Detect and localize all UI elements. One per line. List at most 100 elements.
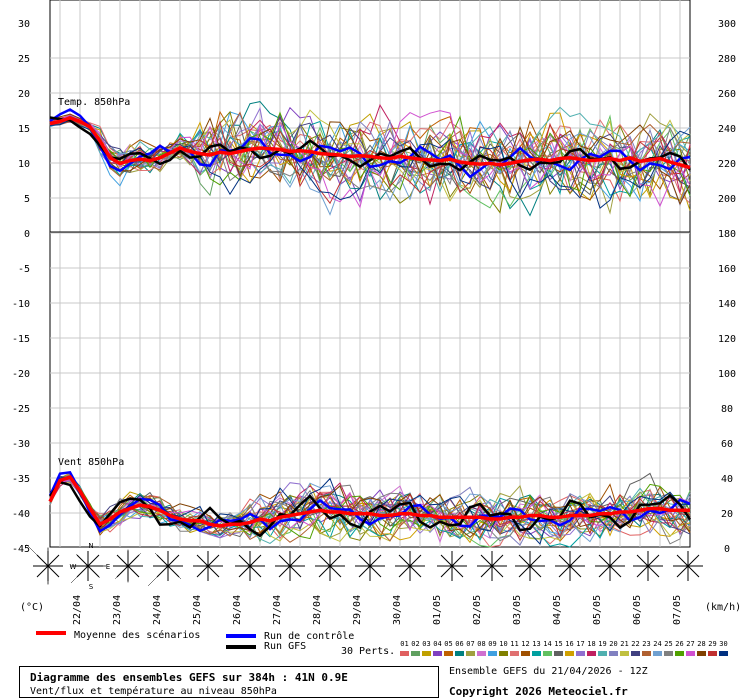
pert-number-04: 04 xyxy=(433,640,442,648)
pert-number-01: 01 xyxy=(400,640,409,648)
wind-rose-7 xyxy=(321,554,339,578)
left-tick-label: 20 xyxy=(18,89,30,100)
pert-number-27: 27 xyxy=(686,640,695,648)
x-tick-label: 30/04 xyxy=(392,595,403,625)
pert-number-26: 26 xyxy=(675,640,684,648)
pert-swatch-06 xyxy=(455,651,464,656)
wind-rose-4 xyxy=(196,557,220,575)
pert-number-20: 20 xyxy=(609,640,618,648)
pert-number-19: 19 xyxy=(598,640,607,648)
pert-number-12: 12 xyxy=(521,640,530,648)
pert-number-06: 06 xyxy=(455,640,464,648)
pert-number-24: 24 xyxy=(653,640,662,648)
pert-number-25: 25 xyxy=(664,640,673,648)
right-tick-label: 40 xyxy=(721,474,733,485)
pert-number-05: 05 xyxy=(444,640,453,648)
wind-rose-9 xyxy=(399,556,421,576)
wind-rose-0 xyxy=(26,544,59,585)
right-tick-label: 300 xyxy=(718,19,736,30)
wind-rose-3 xyxy=(148,551,182,586)
x-tick-label: 07/05 xyxy=(672,595,683,625)
left-tick-label: 25 xyxy=(18,54,30,65)
pert-number-29: 29 xyxy=(708,640,717,648)
left-tick-label: 10 xyxy=(18,159,30,170)
pert-swatch-27 xyxy=(686,651,695,656)
copyright: Copyright 2026 Meteociel.fr xyxy=(449,685,628,698)
pert-swatch-28 xyxy=(697,651,706,656)
temp-mean-line xyxy=(49,116,691,170)
x-tick-label: 24/04 xyxy=(152,595,163,625)
x-tick-label: 29/04 xyxy=(352,595,363,625)
wind-mean-line xyxy=(48,474,690,528)
pert-swatch-24 xyxy=(653,651,662,656)
pert-number-07: 07 xyxy=(466,640,475,648)
pert-number-28: 28 xyxy=(697,640,706,648)
right-tick-label: 80 xyxy=(721,404,733,415)
pert-swatch-01 xyxy=(400,651,409,656)
chart-title: Diagramme des ensembles GEFS sur 384h : … xyxy=(30,671,348,684)
right-tick-label: 100 xyxy=(718,369,736,380)
left-tick-label: 5 xyxy=(24,194,30,205)
legend-control-label: Run de contrôle xyxy=(264,631,355,642)
x-tick-label: 02/05 xyxy=(472,595,483,625)
pert-number-11: 11 xyxy=(510,640,519,648)
pert-swatch-29 xyxy=(708,651,717,656)
pert-swatch-12 xyxy=(521,651,530,656)
pert-number-14: 14 xyxy=(543,640,552,648)
compass-label: S xyxy=(89,583,94,591)
title-box: Diagramme des ensembles GEFS sur 384h : … xyxy=(19,666,439,698)
pert-swatch-15 xyxy=(554,651,563,656)
left-tick-label: 0 xyxy=(24,229,30,240)
right-tick-label: 140 xyxy=(718,299,736,310)
pert-swatch-23 xyxy=(642,651,651,656)
wind-rose-8 xyxy=(359,557,381,575)
pert-number-30: 30 xyxy=(719,640,728,648)
pert-swatch-10 xyxy=(499,651,508,656)
x-tick-label: 23/04 xyxy=(112,595,123,625)
x-tick-label: 06/05 xyxy=(632,595,643,625)
wind-rose-2 xyxy=(115,549,141,583)
pert-swatch-05 xyxy=(444,651,453,656)
pert-swatch-09 xyxy=(488,651,497,656)
pert-number-08: 08 xyxy=(477,640,486,648)
pert-swatch-18 xyxy=(587,651,596,656)
pert-swatch-20 xyxy=(609,651,618,656)
perts-label: 30 Perts. xyxy=(341,646,396,657)
right-tick-label: 0 xyxy=(724,544,730,555)
pert-swatch-26 xyxy=(675,651,684,656)
legend-gfs-label: Run GFS xyxy=(264,641,307,652)
wind-rose-14 xyxy=(601,555,619,577)
left-tick-label: -30 xyxy=(12,439,30,450)
compass-label: N xyxy=(88,542,93,550)
left-tick-label: -5 xyxy=(18,264,30,275)
temp-member-28 xyxy=(49,113,691,206)
compass-label: E xyxy=(106,563,110,571)
wind-rose-16 xyxy=(676,557,700,575)
wind-rose-1 xyxy=(70,554,106,584)
x-tick-label: 26/04 xyxy=(232,595,243,625)
right-tick-label: 280 xyxy=(718,54,736,65)
x-tick-label: 25/04 xyxy=(192,595,203,625)
left-tick-label: -40 xyxy=(12,509,30,520)
plot-frame xyxy=(49,0,691,548)
run-info: Ensemble GEFS du 21/04/2026 - 12Z xyxy=(449,666,648,677)
chart-subtitle: Vent/flux et température au niveau 850hP… xyxy=(30,686,277,697)
wind-rose-10 xyxy=(443,554,461,578)
left-tick-label: -25 xyxy=(12,404,30,415)
temp-panel-label: Temp. 850hPa xyxy=(58,97,130,108)
wind-rose-5 xyxy=(242,554,258,578)
right-tick-label: 160 xyxy=(718,264,736,275)
wind-rose-11 xyxy=(480,558,504,574)
right-tick-label: 200 xyxy=(718,194,736,205)
pert-number-10: 10 xyxy=(499,640,508,648)
wind-rose-15 xyxy=(639,555,657,577)
wind-panel-label: Vent 850hPa xyxy=(58,457,124,468)
pert-number-13: 13 xyxy=(532,640,541,648)
pert-swatch-08 xyxy=(477,651,486,656)
pert-swatch-07 xyxy=(466,651,475,656)
pert-swatch-11 xyxy=(510,651,519,656)
wind-rose-12 xyxy=(522,554,538,578)
pert-swatch-25 xyxy=(664,651,673,656)
pert-swatch-14 xyxy=(543,651,552,656)
pert-swatch-30 xyxy=(719,651,728,656)
